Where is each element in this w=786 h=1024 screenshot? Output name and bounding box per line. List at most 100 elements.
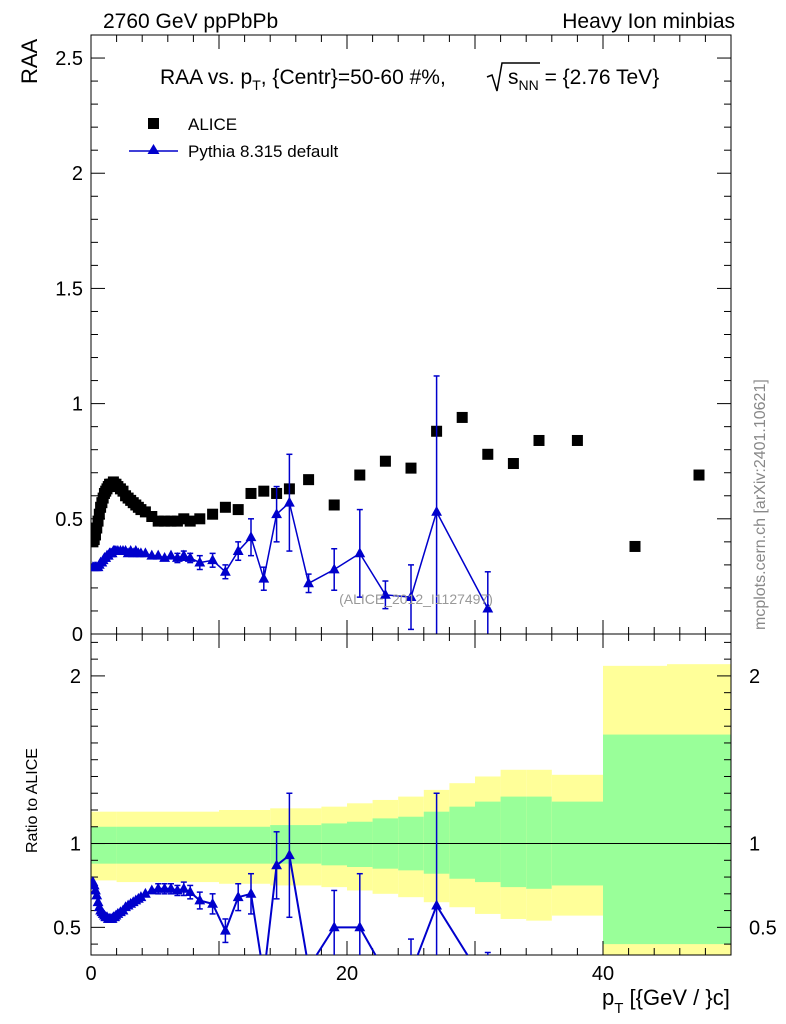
ratio-point <box>207 897 218 908</box>
ratio-point <box>165 882 177 893</box>
legend: ALICE Pythia 8.315 default <box>129 115 339 161</box>
main-title-tail: = {2.76 TeV} <box>539 66 659 89</box>
ratio-data-layer <box>91 792 491 955</box>
pythia-point <box>245 531 257 542</box>
pythia-point <box>194 556 206 567</box>
pythia-point <box>258 572 270 583</box>
ratio-point <box>284 849 295 860</box>
header-left-label: 2760 GeV ppPbPb <box>103 10 278 33</box>
alice-point <box>693 469 705 481</box>
ratio-ytick-label-left: 2 <box>70 666 81 688</box>
alice-point <box>456 411 468 423</box>
header-right-label: Heavy Ion minbias <box>562 10 735 33</box>
alice-point <box>354 469 366 481</box>
ratio-point <box>91 889 103 900</box>
ratio-point <box>91 884 101 895</box>
alice-point <box>171 515 183 527</box>
main-title-sqrt-arg: s <box>508 66 519 89</box>
alice-point <box>194 513 206 525</box>
ratio-ytick-label-left: 0.5 <box>53 917 81 939</box>
alice-point <box>184 515 196 527</box>
alice-point <box>482 448 494 460</box>
main-title-pre: RAA vs. p <box>160 66 252 89</box>
ratio-point <box>328 921 340 932</box>
ratio-xtick-label: 20 <box>336 963 358 985</box>
pythia-point <box>178 549 190 560</box>
main-title-sqrt-sub: NN <box>519 77 539 93</box>
legend-pythia-marker <box>147 144 160 154</box>
band-inner <box>603 734 667 945</box>
pythia-point <box>380 588 391 599</box>
pythia-point <box>431 505 442 516</box>
ratio-point <box>178 882 190 893</box>
alice-point <box>91 522 103 534</box>
legend-alice-label: ALICE <box>188 115 237 134</box>
main-plot-area: 0 0.5 1 1.5 2 2.5 <box>55 34 732 646</box>
ratio-xtick-label: 40 <box>592 963 614 985</box>
pythia-point <box>482 602 494 613</box>
band-inner <box>667 734 731 945</box>
pythia-point <box>271 508 282 519</box>
band-inner <box>155 826 219 864</box>
alice-point <box>379 455 391 467</box>
alice-point <box>146 511 158 523</box>
band-inner <box>475 801 501 883</box>
main-ytick-label: 0 <box>72 624 83 646</box>
ratio-uncertainty-bands <box>91 664 731 955</box>
reference-id-label: (ALICE_2012_I1127497) <box>339 591 493 607</box>
pythia-point <box>303 577 314 588</box>
pythia-point <box>165 549 177 560</box>
alice-point <box>165 515 177 527</box>
band-inner <box>91 826 117 864</box>
alice-point <box>245 487 257 499</box>
pythia-point <box>207 554 218 565</box>
pythia-point <box>140 547 151 558</box>
pythia-point <box>152 549 164 560</box>
legend-pythia-label: Pythia 8.315 default <box>188 142 339 161</box>
alice-point <box>405 462 417 474</box>
alice-point <box>139 506 151 518</box>
ratio-point <box>194 894 206 905</box>
main-data-layer <box>91 375 705 634</box>
band-inner <box>116 826 155 864</box>
ratio-point <box>431 899 442 910</box>
band-inner <box>270 825 322 864</box>
ratio-ytick-label-right: 1 <box>749 834 760 856</box>
band-inner <box>526 796 552 889</box>
alice-point <box>93 508 105 520</box>
ratio-xtick-label: 0 <box>85 963 96 985</box>
pythia-point <box>220 565 231 576</box>
ratio-point <box>232 891 244 902</box>
ratio-point <box>184 886 196 897</box>
x-axis-label-pre: p <box>602 985 614 1010</box>
sqrt-symbol <box>486 62 540 92</box>
ratio-point <box>140 887 151 898</box>
ratio-plot-area: 0 20 40 0.5 0.5 1 1 2 2 <box>53 633 777 985</box>
pythia-point <box>328 563 340 574</box>
x-axis-label-sub: T <box>614 1000 623 1017</box>
x-axis-label-post: [{GeV / }c] <box>623 985 729 1010</box>
ratio-ytick-label-left: 1 <box>70 834 81 856</box>
alice-point <box>533 434 545 446</box>
alice-point <box>303 474 315 486</box>
ratio-point <box>91 879 100 890</box>
ratio-point <box>271 859 282 870</box>
alice-point <box>159 515 171 527</box>
alice-point <box>258 485 270 497</box>
alice-point <box>152 515 164 527</box>
pythia-point <box>232 545 244 555</box>
ratio-ytick-label-right: 0.5 <box>749 917 777 939</box>
x-axis-label: pT [{GeV / }c] <box>602 985 730 1017</box>
ratio-ytick-label-right: 2 <box>749 666 760 688</box>
main-title-post: sNN = {2.76 TeV} <box>508 66 659 93</box>
alice-point <box>91 529 101 541</box>
main-title: RAA vs. pT, {Centr}=50-60 #%, <box>160 66 446 93</box>
main-ytick-label: 2 <box>72 163 83 185</box>
band-inner <box>321 823 347 866</box>
main-ytick-label: 1 <box>72 394 83 416</box>
band-inner <box>219 826 271 864</box>
ratio-point <box>220 924 231 935</box>
pythia-point <box>184 551 196 562</box>
alice-point <box>207 508 219 520</box>
